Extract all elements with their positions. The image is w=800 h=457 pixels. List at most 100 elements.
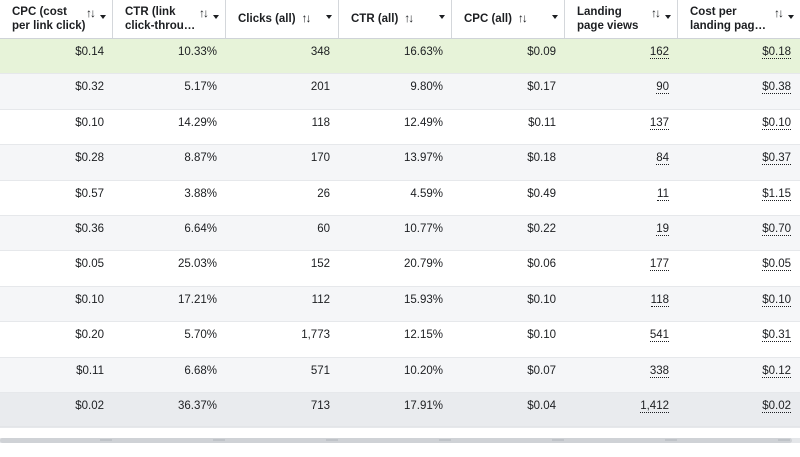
cell-value: 17.91%	[403, 399, 443, 412]
table-cell-cost-lpv[interactable]: $0.37	[678, 145, 800, 179]
column-header-clicks[interactable]: Clicks (all) ↑↓	[226, 0, 339, 38]
cell-value: $1.15	[762, 187, 791, 201]
cell-value: $0.10	[75, 293, 104, 306]
table-row[interactable]: $0.11 6.68% 571 10.20% $0.07 338 $0.12	[0, 357, 800, 393]
table-cell-lpv[interactable]: 11	[565, 181, 678, 215]
table-cell-cost-lpv[interactable]: $0.02	[678, 393, 800, 427]
table-row[interactable]: $0.28 8.87% 170 13.97% $0.18 84 $0.37	[0, 145, 800, 181]
cell-value: $0.10	[762, 116, 791, 130]
column-header-ctr-all[interactable]: CTR (all) ↑↓	[339, 0, 452, 38]
cell-value: 152	[310, 258, 330, 271]
cell-value: 60	[317, 222, 330, 235]
column-header-cpc-all[interactable]: CPC (all) ↑↓	[452, 0, 565, 38]
column-header-label: CPC (cost per link click)	[12, 6, 86, 32]
cell-value: $0.38	[762, 81, 791, 95]
scrollbar-thumb[interactable]	[0, 438, 792, 443]
table-row[interactable]: $0.10 17.21% 112 15.93% $0.10 118 $0.10	[0, 286, 800, 323]
column-divider-marker	[213, 439, 225, 441]
horizontal-scrollbar[interactable]	[0, 438, 800, 443]
cell-value: $0.06	[527, 258, 556, 271]
sort-arrows-icon[interactable]: ↑↓	[301, 11, 312, 25]
table-row[interactable]: $0.05 25.03% 152 20.79% $0.06 177 $0.05	[0, 251, 800, 287]
table-cell-ctr-all: 16.63%	[339, 39, 452, 73]
table-cell-cpc-link: $0.05	[0, 251, 113, 285]
cell-value: 8.87%	[184, 152, 217, 165]
cell-value: 25.03%	[177, 258, 217, 271]
chevron-down-icon[interactable]	[213, 15, 219, 19]
table-row[interactable]: $0.20 5.70% 1,773 12.15% $0.10 541 $0.31	[0, 322, 800, 358]
table-cell-cost-lpv[interactable]: $1.15	[678, 181, 800, 215]
cell-value: $0.32	[75, 81, 104, 94]
table-cell-cost-lpv[interactable]: $0.70	[678, 216, 800, 250]
cell-value: 3.88%	[184, 187, 217, 200]
table-cell-lpv[interactable]: 19	[565, 216, 678, 250]
table-cell-cost-lpv[interactable]: $0.31	[678, 322, 800, 356]
cell-value: 4.59%	[410, 187, 443, 200]
table-cell-cpc-link: $0.28	[0, 145, 113, 179]
table-cell-cpc-all: $0.22	[452, 216, 565, 250]
cell-value: 90	[656, 81, 669, 95]
chevron-down-icon[interactable]	[326, 15, 332, 19]
sort-arrows-icon[interactable]: ↑↓	[199, 6, 209, 20]
cell-value: 36.37%	[177, 399, 217, 412]
table-cell-cpc-all: $0.10	[452, 287, 565, 321]
chevron-down-icon[interactable]	[100, 15, 106, 19]
table-cell-ctr-link: 3.88%	[113, 181, 226, 215]
table-row[interactable]: $0.36 6.64% 60 10.77% $0.22 19 $0.70	[0, 215, 800, 252]
sort-arrows-icon[interactable]: ↑↓	[774, 6, 784, 20]
table-cell-cpc-all: $0.04	[452, 393, 565, 427]
table-cell-clicks: 201	[226, 74, 339, 108]
cell-value: 16.63%	[403, 46, 443, 58]
table-cell-cost-lpv[interactable]: $0.38	[678, 74, 800, 108]
column-header-cpc-link[interactable]: CPC (cost per link click) ↑↓	[0, 0, 113, 38]
table-cell-cost-lpv[interactable]: $0.12	[678, 358, 800, 392]
table-row[interactable]: $0.14 10.33% 348 16.63% $0.09 162 $0.18	[0, 39, 800, 75]
chevron-down-icon[interactable]	[552, 15, 558, 19]
table-cell-cpc-link: $0.11	[0, 358, 113, 392]
table-cell-lpv[interactable]: 137	[565, 110, 678, 144]
sort-arrows-icon[interactable]: ↑↓	[651, 6, 661, 20]
table-row[interactable]: $0.10 14.29% 118 12.49% $0.11 137 $0.10	[0, 110, 800, 146]
cell-value: 112	[311, 293, 330, 306]
table-cell-lpv[interactable]: 90	[565, 74, 678, 108]
cell-value: 162	[649, 46, 669, 59]
table-cell-ctr-link: 6.64%	[113, 216, 226, 250]
sort-arrows-icon[interactable]: ↑↓	[517, 11, 528, 25]
column-header-ctr-link[interactable]: CTR (link click-throu… ↑↓	[113, 0, 226, 38]
table-cell-ctr-link: 6.68%	[113, 358, 226, 392]
table-cell-ctr-all: 9.80%	[339, 74, 452, 108]
cell-value: $0.28	[75, 152, 104, 165]
sort-arrows-icon[interactable]: ↑↓	[404, 11, 414, 25]
table-cell-cost-lpv[interactable]: $0.05	[678, 251, 800, 285]
table-cell-lpv[interactable]: 177	[565, 251, 678, 285]
chevron-down-icon[interactable]	[439, 15, 445, 19]
table-cell-lpv[interactable]: 162	[565, 39, 678, 73]
table-cell-lpv[interactable]: 338	[565, 358, 678, 392]
table-cell-cost-lpv[interactable]: $0.18	[678, 39, 800, 73]
cell-value: 338	[649, 364, 669, 378]
table-cell-lpv[interactable]: 1,412	[565, 393, 678, 427]
cell-value: 12.15%	[403, 329, 443, 342]
chevron-down-icon[interactable]	[788, 15, 794, 19]
column-header-cost-lpv[interactable]: Cost per landing pag… ↑↓	[678, 0, 800, 38]
column-header-lpv[interactable]: Landing page views ↑↓	[565, 0, 678, 38]
column-header-label: Cost per landing pag…	[690, 6, 767, 32]
table-cell-cpc-link: $0.14	[0, 39, 113, 73]
table-cell-cost-lpv[interactable]: $0.10	[678, 110, 800, 144]
cell-value: 713	[310, 399, 330, 412]
table-cell-lpv[interactable]: 541	[565, 322, 678, 356]
table-cell-clicks: 348	[226, 39, 339, 73]
table-cell-ctr-all: 15.93%	[339, 287, 452, 321]
table-cell-cost-lpv[interactable]: $0.10	[678, 287, 800, 321]
chevron-down-icon[interactable]	[665, 15, 671, 19]
sort-arrows-icon[interactable]: ↑↓	[86, 6, 96, 20]
cell-value: $0.12	[762, 364, 791, 378]
table-cell-ctr-all: 17.91%	[339, 393, 452, 427]
table-row[interactable]: $0.32 5.17% 201 9.80% $0.17 90 $0.38	[0, 74, 800, 110]
cell-value: 5.17%	[184, 81, 217, 94]
table-cell-lpv[interactable]: 118	[565, 287, 678, 321]
table-row[interactable]: $0.02 36.37% 713 17.91% $0.04 1,412 $0.02	[0, 392, 800, 429]
cell-value: $0.05	[75, 258, 104, 271]
table-cell-lpv[interactable]: 84	[565, 145, 678, 179]
table-row[interactable]: $0.57 3.88% 26 4.59% $0.49 11 $1.15	[0, 181, 800, 216]
